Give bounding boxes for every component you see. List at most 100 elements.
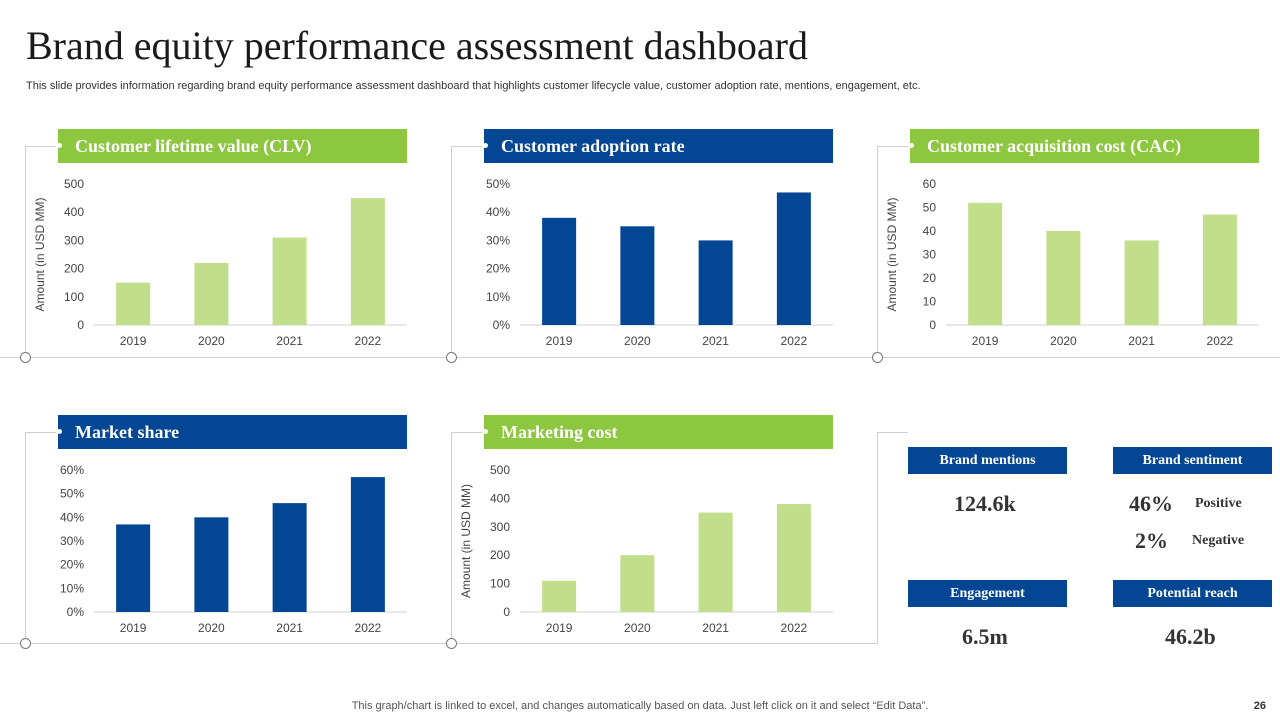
y-tick-label: 50% [486, 177, 510, 191]
title-bullet-icon [483, 143, 488, 148]
x-tick-label: 2019 [120, 621, 147, 635]
bar-marketing-2022 [776, 504, 811, 612]
y-tick-label: 20% [60, 558, 84, 572]
y-tick-label: 10 [923, 295, 937, 309]
page-number: 26 [1253, 700, 1266, 712]
bar-market-2020 [194, 517, 229, 612]
panel-frame-market [25, 432, 56, 644]
y-tick-label: 60% [60, 463, 84, 477]
panel-frame-clv [25, 146, 56, 358]
kpi-value-brand-mentions: 124.6k [954, 491, 1016, 516]
x-tick-label: 2021 [1128, 334, 1155, 348]
title-bullet-icon [57, 143, 62, 148]
y-tick-label: 100 [490, 577, 510, 591]
chart-market-share: 0% 10% 20% 30% 40% 50% 60% 2019 2020 2021 2022 [60, 463, 407, 635]
y-tick-label: 200 [64, 262, 84, 276]
x-tick-label: 2022 [1207, 334, 1234, 348]
y-tick-label: 60 [923, 177, 937, 191]
y-tick-label: 0% [67, 605, 85, 619]
x-tick-label: 2019 [120, 334, 147, 348]
y-tick-label: 40 [923, 224, 937, 238]
x-tick-label: 2021 [276, 334, 303, 348]
bar-clv-2020 [194, 262, 229, 325]
chart-adoption: 0% 10% 20% 30% 40% 50% 2019 2020 2021 2022 [486, 177, 833, 348]
bar-cac-2022 [1202, 214, 1237, 325]
y-tick-label: 10% [486, 290, 510, 304]
connector-node-icon [446, 638, 457, 649]
page-title: Brand equity performance assessment dash… [26, 23, 808, 68]
bar-clv-2019 [116, 282, 151, 325]
x-tick-label: 2022 [355, 621, 382, 635]
panel-title-adoption: Customer adoption rate [484, 129, 833, 163]
y-tick-label: 40% [486, 205, 510, 219]
y-tick-label: 50 [923, 201, 937, 215]
bar-market-2022 [350, 477, 385, 612]
kpi-value-engagement: 6.5m [962, 624, 1008, 649]
x-tick-label: 2020 [1050, 334, 1077, 348]
bar-clv-2022 [350, 198, 385, 325]
bar-marketing-2019 [542, 580, 577, 612]
page-subtitle: This slide provides information regardin… [26, 80, 921, 92]
x-tick-label: 2020 [198, 621, 225, 635]
y-tick-label: 0 [77, 318, 84, 332]
bar-market-2019 [116, 524, 151, 612]
y-tick-label: 0 [929, 318, 936, 332]
panel-title-marketing: Marketing cost [484, 415, 833, 449]
bar-clv-2021 [272, 237, 307, 325]
title-bullet-icon [483, 429, 488, 434]
x-tick-label: 2022 [355, 334, 382, 348]
row-divider-top [0, 357, 1280, 358]
x-tick-label: 2019 [546, 334, 573, 348]
y-tick-label: 0 [503, 605, 510, 619]
connector-node-icon [446, 352, 457, 363]
y-tick-label: 400 [490, 491, 510, 505]
connector-node-icon [20, 352, 31, 363]
bar-adoption-2020 [620, 226, 655, 325]
kpi-label-potential-reach: Potential reach [1113, 580, 1272, 607]
panel-frame-marketing [451, 432, 482, 644]
kpi-label-positive: Positive [1195, 496, 1242, 511]
panel-frame-cac [877, 146, 908, 358]
kpi-label-brand-sentiment: Brand sentiment [1113, 447, 1272, 474]
connector-node-icon [872, 352, 883, 363]
y-tick-label: 30 [923, 248, 937, 262]
y-tick-label: 50% [60, 487, 84, 501]
y-tick-label: 300 [490, 520, 510, 534]
y-tick-label: 10% [60, 581, 84, 595]
y-axis-label: Amount (in USD MM) [33, 197, 47, 311]
bar-market-2021 [272, 503, 307, 612]
x-tick-label: 2020 [624, 621, 651, 635]
y-tick-label: 100 [64, 290, 84, 304]
x-tick-label: 2021 [702, 621, 729, 635]
y-tick-label: 300 [64, 233, 84, 247]
bar-marketing-2021 [698, 512, 733, 612]
title-bullet-icon [909, 143, 914, 148]
chart-clv: 0 100 200 300 400 500 2019 2020 2021 2022 Amount (… [33, 177, 407, 348]
x-tick-label: 2019 [972, 334, 999, 348]
y-tick-label: 0% [493, 318, 511, 332]
panel-frame-adoption [451, 146, 482, 358]
x-tick-label: 2022 [781, 334, 808, 348]
x-tick-label: 2022 [781, 621, 808, 635]
kpi-value-potential-reach: 46.2b [1165, 624, 1216, 649]
x-tick-label: 2020 [624, 334, 651, 348]
x-tick-label: 2021 [276, 621, 303, 635]
y-tick-label: 200 [490, 548, 510, 562]
x-tick-label: 2020 [198, 334, 225, 348]
x-tick-label: 2021 [702, 334, 729, 348]
bar-cac-2020 [1046, 231, 1081, 325]
y-axis-label: Amount (in USD MM) [885, 197, 899, 311]
chart-cac: 0 10 20 30 40 50 60 2019 2020 2021 2022 Amount (in … [885, 177, 1259, 348]
panel-title-cac: Customer acquisition cost (CAC) [910, 129, 1259, 163]
row-divider-bottom [0, 643, 878, 644]
connector-node-icon [20, 638, 31, 649]
y-tick-label: 40% [60, 510, 84, 524]
kpi-label-engagement: Engagement [908, 580, 1067, 607]
y-tick-label: 30% [60, 534, 84, 548]
bar-adoption-2021 [698, 240, 733, 325]
bar-marketing-2020 [620, 555, 655, 612]
x-tick-label: 2019 [546, 621, 573, 635]
panel-frame-kpi [877, 432, 908, 644]
y-tick-label: 20% [486, 262, 510, 276]
y-axis-label: Amount (in USD MM) [459, 484, 473, 598]
